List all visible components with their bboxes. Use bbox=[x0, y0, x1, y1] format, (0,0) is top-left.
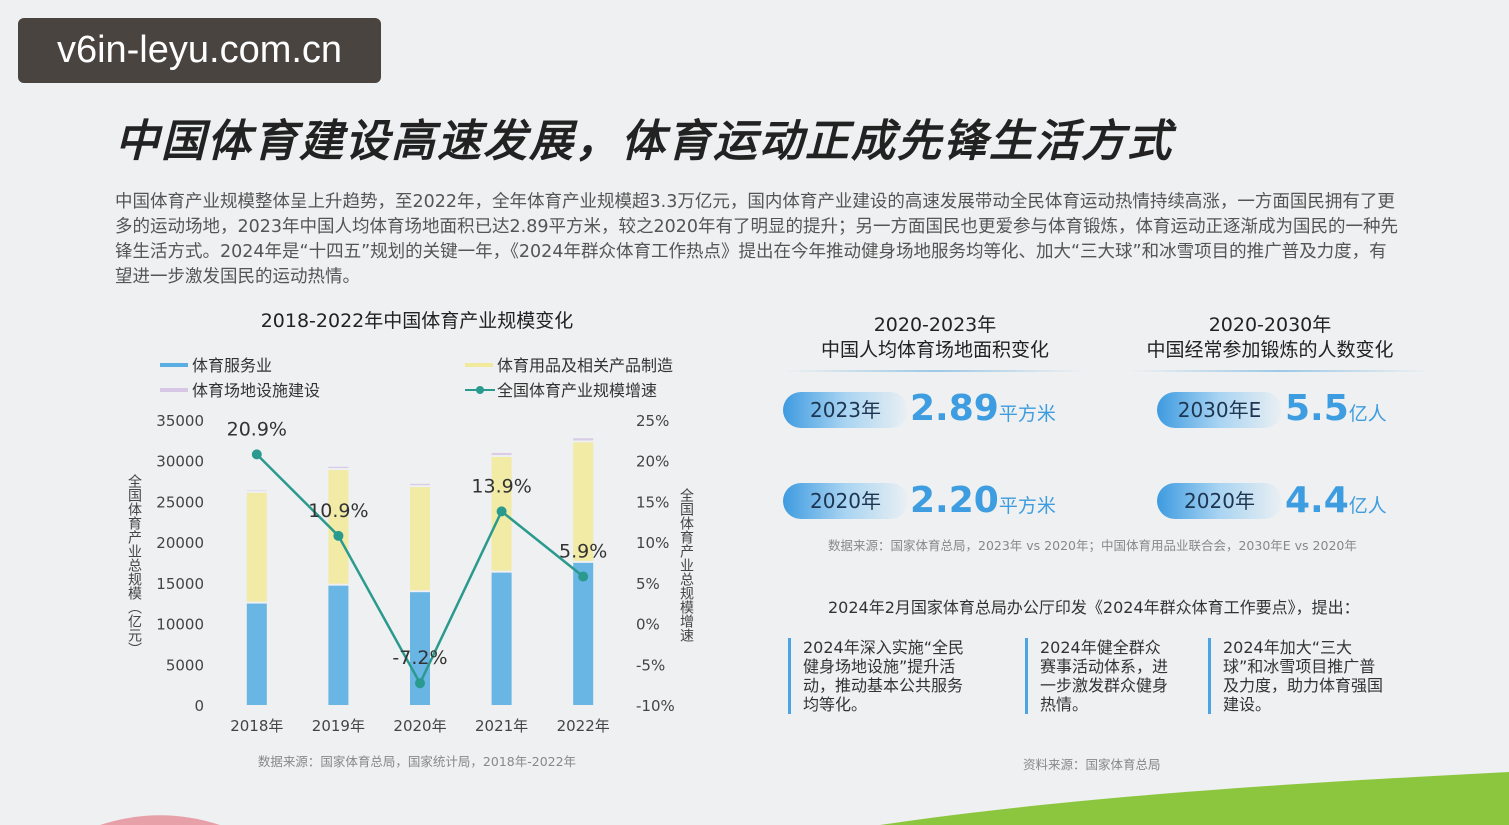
y2-tick-label: 25% bbox=[636, 412, 669, 430]
legend-label: 体育场地设施建设 bbox=[192, 381, 320, 400]
legend-label: 全国体育产业规模增速 bbox=[497, 381, 657, 400]
y-tick-label: 30000 bbox=[156, 453, 204, 471]
bar-segment bbox=[491, 452, 512, 456]
year-pill: 2020年 bbox=[1157, 483, 1282, 519]
data-label: 5.9% bbox=[559, 541, 607, 563]
bar-segment bbox=[573, 562, 594, 705]
divider bbox=[785, 370, 1085, 372]
line-point bbox=[415, 678, 425, 689]
legend-marker bbox=[476, 386, 484, 394]
legend-label: 体育服务业 bbox=[192, 356, 272, 375]
y2-tick-label: 5% bbox=[636, 575, 660, 593]
watermark: v6in-leyu.com.cn bbox=[18, 18, 381, 83]
bar-segment bbox=[328, 466, 349, 469]
policy-item: 2024年加大“三大球”和冰雪项目推广普及力度，助力体育强国建设。 bbox=[1208, 638, 1388, 714]
stat: 2.89平方米 bbox=[910, 388, 1056, 429]
legend-swatch bbox=[160, 363, 188, 367]
year-pill: 2020年 bbox=[783, 483, 908, 519]
bar-segment bbox=[410, 483, 430, 486]
chart-source: 数据来源：国家体育总局，国家统计局，2018年-2022年 bbox=[258, 754, 576, 769]
stat-unit: 平方米 bbox=[998, 495, 1056, 517]
intro-text: 中国体育产业规模整体呈上升趋势，至2022年，全年体育产业规模超3.3万亿元，国… bbox=[115, 192, 1399, 287]
stat-value: 2.20 bbox=[910, 480, 999, 521]
line-point bbox=[333, 530, 344, 541]
title-line: 2020-2023年 bbox=[873, 314, 997, 336]
policy-title: 2024年2月国家体育总局办公厅印发《2024年群众体育工作要点》，提出： bbox=[828, 598, 1360, 617]
line-point bbox=[578, 571, 589, 582]
y2-tick-label: 10% bbox=[636, 534, 669, 552]
title-line: 中国经常参加锻炼的人数变化 bbox=[1146, 339, 1394, 361]
year-pill: 2030年E bbox=[1157, 392, 1282, 428]
stat-value: 5.5 bbox=[1285, 388, 1349, 429]
line-point bbox=[251, 449, 262, 460]
stat: 4.4亿人 bbox=[1285, 480, 1387, 521]
source: 资料来源：国家体育总局 bbox=[1023, 757, 1161, 772]
y2-axis-title: 全国体育产业总规模增速 bbox=[678, 487, 694, 643]
shape bbox=[100, 815, 220, 825]
source: 数据来源：国家体育总局，2023年 vs 2020年；中国体育用品业联合会，20… bbox=[828, 538, 1357, 553]
y2-tick-label: 15% bbox=[636, 493, 669, 511]
x-tick-label: 2021年 bbox=[475, 717, 528, 735]
y-tick-label: 25000 bbox=[156, 493, 204, 511]
title-line: 2020-2030年 bbox=[1208, 314, 1332, 336]
legend-swatch bbox=[160, 388, 188, 392]
grass bbox=[880, 772, 1509, 825]
y2-tick-label: -5% bbox=[636, 656, 665, 674]
y-tick-label: 15000 bbox=[156, 575, 204, 593]
x-tick-label: 2018年 bbox=[230, 717, 283, 735]
stat-value: 2.89 bbox=[910, 388, 999, 429]
page-title: 中国体育建设高速发展，体育运动正成先锋生活方式 bbox=[115, 116, 1173, 167]
y-tick-label: 35000 bbox=[156, 412, 204, 430]
bar-segment bbox=[328, 470, 349, 584]
y-tick-label: 5000 bbox=[166, 656, 204, 674]
stat-value: 4.4 bbox=[1285, 480, 1349, 521]
panel-title: 2020-2023年中国人均体育场地面积变化 bbox=[785, 313, 1085, 363]
policy-item: 2024年健全群众赛事活动体系，进一步激发群众健身热情。 bbox=[1025, 638, 1175, 714]
stat: 2.20平方米 bbox=[910, 480, 1056, 521]
policy-item: 2024年深入实施“全民健身场地设施”提升活动，推动基本公共服务均等化。 bbox=[788, 638, 978, 714]
y2-tick-label: 20% bbox=[636, 453, 669, 471]
stat-unit: 亿人 bbox=[1348, 495, 1387, 517]
data-label: 20.9% bbox=[227, 418, 287, 440]
bar-segment bbox=[328, 585, 349, 705]
bar-segment bbox=[246, 492, 267, 602]
x-tick-label: 2019年 bbox=[312, 717, 365, 735]
year-pill: 2023年 bbox=[783, 392, 908, 428]
y-tick-label: 0 bbox=[194, 697, 204, 715]
y-tick-label: 10000 bbox=[156, 616, 204, 634]
chart-title: 2018-2022年中国体育产业规模变化 bbox=[261, 310, 574, 332]
stat-unit: 平方米 bbox=[998, 403, 1056, 425]
stat-unit: 亿人 bbox=[1348, 403, 1387, 425]
data-label: 10.9% bbox=[308, 500, 368, 522]
data-label: -7.2% bbox=[392, 647, 447, 669]
bar-segment bbox=[573, 438, 594, 441]
y-tick-label: 20000 bbox=[156, 534, 204, 552]
bar-segment bbox=[410, 487, 430, 591]
y2-tick-label: -10% bbox=[636, 697, 675, 715]
data-label: 13.9% bbox=[471, 475, 531, 497]
y-axis-title: 全国体育产业总规模（亿元） bbox=[126, 473, 142, 656]
x-tick-label: 2020年 bbox=[393, 717, 446, 735]
x-tick-label: 2022年 bbox=[557, 717, 610, 735]
title-line: 中国人均体育场地面积变化 bbox=[820, 339, 1049, 361]
legend-label: 体育用品及相关产品制造 bbox=[497, 356, 673, 375]
y2-tick-label: 0% bbox=[636, 616, 660, 634]
legend-swatch bbox=[465, 363, 493, 367]
bar-segment bbox=[410, 592, 430, 705]
bar-segment bbox=[491, 572, 512, 705]
bar-segment bbox=[573, 442, 594, 561]
bar-segment bbox=[246, 603, 267, 705]
panel-title: 2020-2030年中国经常参加锻炼的人数变化 bbox=[1120, 313, 1420, 363]
stat: 5.5亿人 bbox=[1285, 388, 1387, 429]
divider bbox=[1130, 370, 1430, 372]
line-point bbox=[496, 506, 507, 517]
